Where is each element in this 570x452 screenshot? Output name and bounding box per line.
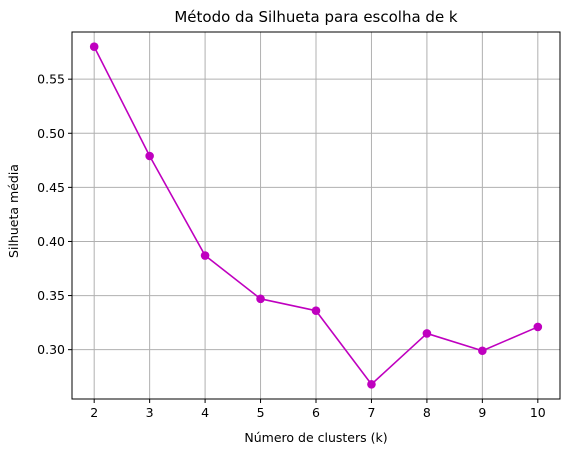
chart-title: Método da Silhueta para escolha de k: [174, 8, 458, 26]
data-point: [145, 151, 154, 161]
x-tick-label: 9: [478, 405, 486, 420]
y-tick-label: 0.45: [37, 180, 65, 195]
y-tick-label: 0.55: [37, 72, 65, 87]
x-tick-label: 7: [367, 405, 375, 420]
data-point: [256, 294, 265, 304]
data-point: [311, 306, 321, 316]
x-axis-label: Número de clusters (k): [244, 430, 387, 445]
data-point: [422, 329, 432, 338]
x-tick-label: 4: [201, 405, 209, 420]
x-tick-label: 8: [423, 405, 431, 420]
data-point: [533, 322, 543, 332]
x-tick-label: 3: [146, 405, 154, 420]
x-tick-label: 5: [257, 405, 265, 420]
y-tick-label: 0.30: [37, 342, 65, 357]
ticks: 2 3 4 5 6 7 8 9 10 0.30 0.35 0.40 0.45 0.50 0.55: [37, 72, 546, 420]
y-tick-label: 0.35: [37, 288, 65, 303]
y-tick-label: 0.50: [37, 126, 65, 141]
x-tick-label: 2: [90, 405, 98, 420]
data-point: [200, 251, 210, 260]
x-tick-label: 10: [530, 405, 546, 420]
data-point: [367, 379, 376, 389]
data-point: [478, 346, 487, 356]
y-tick-label: 0.40: [37, 234, 65, 249]
y-axis-label: Silhueta média: [6, 164, 21, 258]
series-layer: [89, 42, 543, 389]
data-point: [89, 42, 99, 52]
grid: [72, 32, 560, 399]
x-tick-label: 6: [312, 405, 320, 420]
